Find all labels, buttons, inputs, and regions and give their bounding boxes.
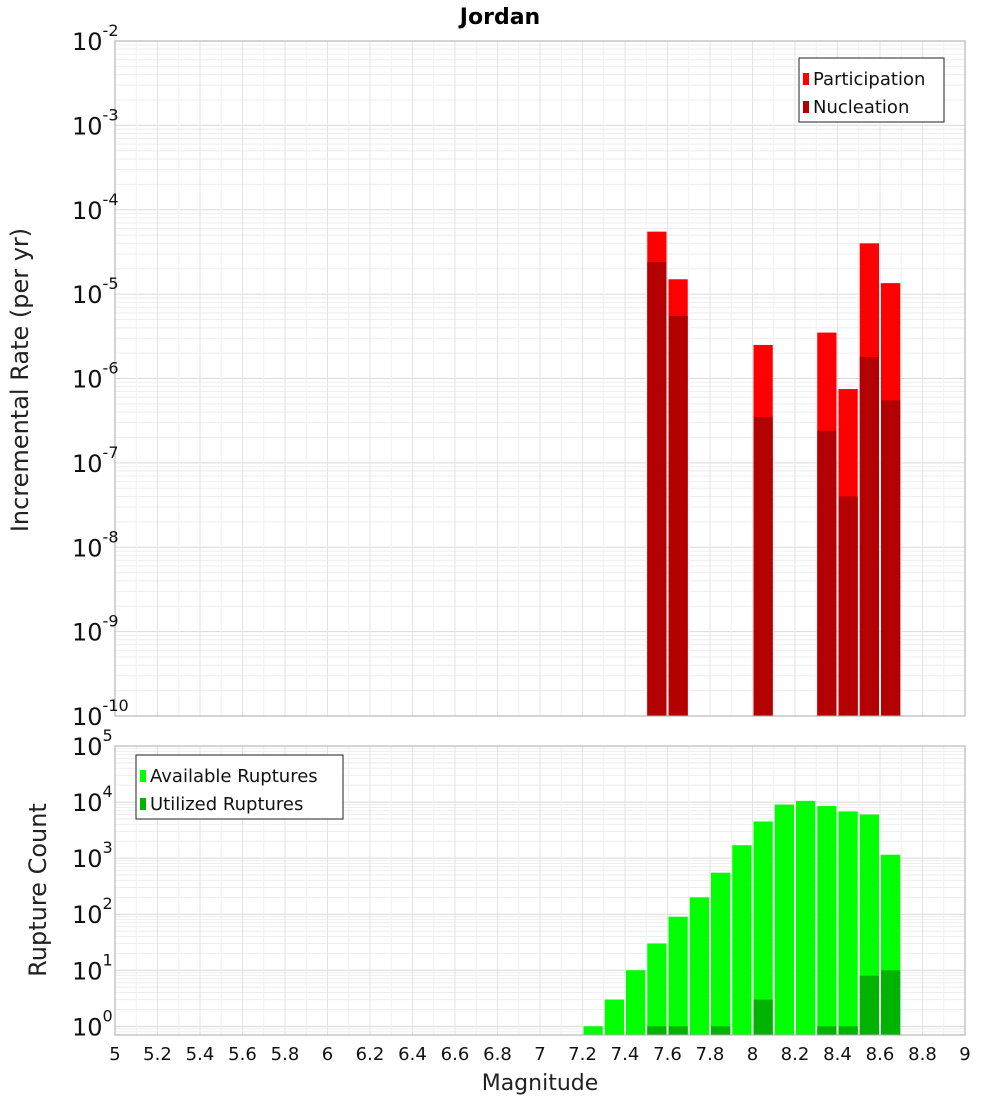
bar-nucleation	[668, 316, 688, 716]
legend-swatch-utilized-ruptures	[140, 798, 146, 810]
bar-utilized-ruptures	[711, 1026, 731, 1035]
bar-available-ruptures	[817, 806, 837, 1035]
top-y-tick-label: 10-2	[72, 21, 119, 56]
x-tick-label: 7.6	[653, 1044, 682, 1065]
legend-swatch-available-ruptures	[140, 770, 146, 782]
bar-available-ruptures	[604, 999, 624, 1035]
x-tick-label: 6.8	[483, 1044, 512, 1065]
bar-available-ruptures	[711, 872, 731, 1035]
bottom-legend: Available Ruptures Utilized Ruptures	[135, 754, 344, 820]
bottom-y-tick-label: 100	[72, 1006, 113, 1041]
bar-utilized-ruptures	[838, 1026, 858, 1035]
bar-nucleation	[859, 356, 879, 716]
bar-available-ruptures	[583, 1026, 603, 1035]
x-tick-label: 8.8	[908, 1044, 937, 1065]
bottom-plot-frame	[114, 745, 966, 1036]
x-tick-label: 5.2	[143, 1044, 172, 1065]
top-y-tick-label: 10-6	[72, 359, 119, 394]
legend-entry-utilized-ruptures: Utilized Ruptures	[150, 794, 303, 815]
x-tick-label: 5	[109, 1044, 120, 1065]
top-y-axis-label: Incremental Rate (per yr)	[6, 228, 34, 532]
bottom-plot-panel: 100 101 102 103 104 105 Available Ruptures Util…	[72, 726, 966, 1041]
x-tick-label: 9	[959, 1044, 970, 1065]
bottom-y-tick-label: 105	[72, 726, 113, 761]
bottom-y-tick-label: 101	[72, 950, 113, 985]
bar-nucleation	[881, 400, 901, 716]
x-tick-label: 8.4	[823, 1044, 852, 1065]
bar-utilized-ruptures	[817, 1026, 837, 1035]
legend-swatch-nucleation	[803, 101, 809, 113]
top-y-tick-label: 10-8	[72, 527, 119, 562]
x-tick-label: 8.6	[866, 1044, 895, 1065]
bar-available-ruptures	[774, 804, 794, 1035]
x-tick-label: 7.8	[696, 1044, 725, 1065]
bar-utilized-ruptures	[753, 999, 773, 1035]
legend-entry-nucleation: Nucleation	[813, 97, 909, 118]
bar-available-ruptures	[689, 897, 709, 1035]
top-y-tick-label: 10-10	[72, 696, 129, 731]
bottom-y-axis-label: Rupture Count	[24, 803, 52, 977]
bar-available-ruptures	[626, 970, 646, 1035]
x-tick-label: 5.6	[228, 1044, 257, 1065]
top-y-tick-label: 10-4	[72, 190, 119, 225]
bar-available-ruptures	[668, 916, 688, 1035]
bottom-y-tick-label: 103	[72, 838, 113, 873]
bar-utilized-ruptures	[881, 970, 901, 1035]
bar-utilized-ruptures	[647, 1026, 667, 1035]
x-tick-label: 7.4	[611, 1044, 640, 1065]
bottom-y-tick-label: 102	[72, 894, 113, 929]
bar-available-ruptures	[838, 811, 858, 1035]
bar-nucleation	[753, 416, 773, 716]
x-tick-label: 8	[747, 1044, 758, 1065]
x-tick-label: 6.2	[356, 1044, 385, 1065]
top-legend: Participation Nucleation	[798, 57, 945, 123]
x-tick-label: 7.2	[568, 1044, 597, 1065]
bar-nucleation	[817, 430, 837, 716]
bar-available-ruptures	[753, 821, 773, 1035]
top-y-tick-label: 10-9	[72, 612, 119, 647]
top-plot-frame	[114, 40, 966, 717]
bottom-legend-box	[135, 754, 344, 820]
legend-swatch-participation	[803, 73, 809, 85]
bottom-y-tick-label: 104	[72, 782, 113, 817]
bar-available-ruptures	[796, 800, 816, 1035]
x-tick-label: 8.2	[781, 1044, 810, 1065]
bar-nucleation	[838, 496, 858, 716]
x-tick-label: 5.4	[186, 1044, 215, 1065]
bar-utilized-ruptures	[668, 1026, 688, 1035]
legend-entry-available-ruptures: Available Ruptures	[150, 766, 318, 787]
top-legend-box	[798, 57, 945, 123]
legend-entry-participation: Participation	[813, 69, 925, 90]
chart-title: Jordan	[458, 5, 540, 30]
x-tick-label: 6.4	[398, 1044, 427, 1065]
bar-available-ruptures	[732, 845, 752, 1035]
bar-available-ruptures	[647, 943, 667, 1035]
top-plot-panel: 10-10 10-9 10-8 10-7 10-6 10-5 10-4 10-3 10-2 Par…	[72, 21, 966, 731]
x-tick-label: 5.8	[271, 1044, 300, 1065]
x-tick-label: 6	[322, 1044, 333, 1065]
bar-nucleation	[647, 262, 667, 716]
top-y-tick-label: 10-7	[72, 443, 119, 478]
x-tick-label: 6.6	[441, 1044, 470, 1065]
x-tick-label: 7	[534, 1044, 545, 1065]
x-axis-label: Magnitude	[482, 1071, 599, 1096]
top-y-tick-label: 10-5	[72, 274, 119, 309]
top-y-tick-label: 10-3	[72, 105, 119, 140]
bar-utilized-ruptures	[859, 975, 879, 1035]
